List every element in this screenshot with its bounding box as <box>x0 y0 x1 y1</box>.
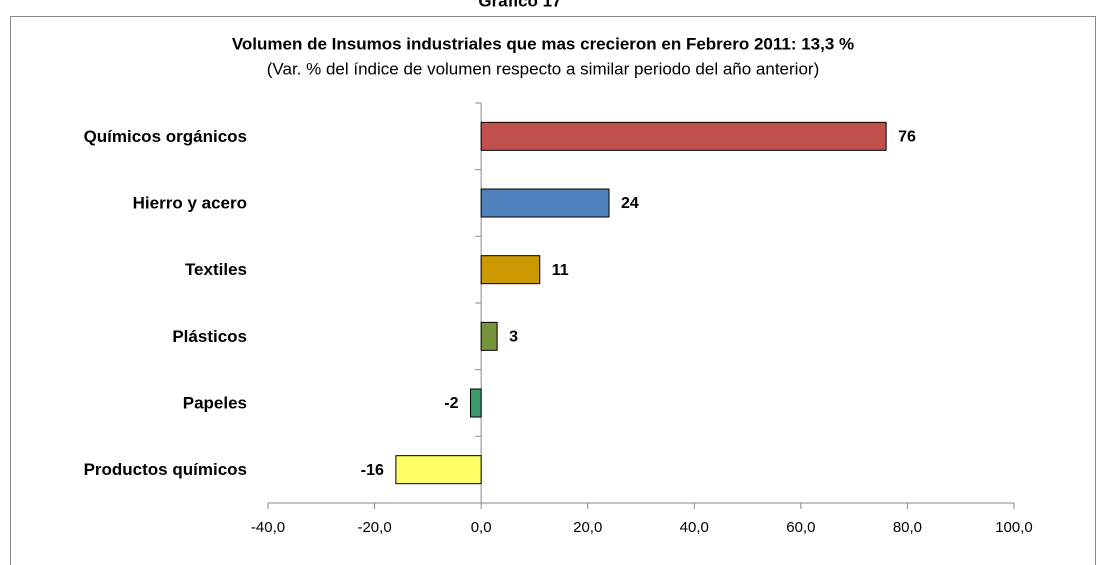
x-tick-label: 100,0 <box>995 519 1033 536</box>
y-tick-label: Químicos orgánicos <box>84 127 247 146</box>
value-label: -16 <box>361 462 384 479</box>
value-label: 76 <box>898 129 916 146</box>
bar <box>469 388 482 418</box>
value-label: 3 <box>509 329 518 346</box>
bar <box>480 255 541 285</box>
value-label: 11 <box>552 262 569 279</box>
y-tick-label: Plásticos <box>172 327 247 346</box>
value-label: -2 <box>444 395 458 412</box>
x-tick-label: -40,0 <box>251 519 285 536</box>
y-tick-label: Textiles <box>185 260 247 279</box>
x-tick-label: 0,0 <box>471 519 492 536</box>
y-tick-label: Productos químicos <box>84 460 247 479</box>
chart-subtitle: (Var. % del índice de volumen respecto a… <box>267 59 819 78</box>
y-tick-label: Hierro y acero <box>133 193 247 212</box>
y-tick-label: Papeles <box>183 393 247 412</box>
bar <box>480 321 498 351</box>
chart-title: Volumen de Insumos industriales que mas … <box>232 34 854 53</box>
x-tick-label: -20,0 <box>357 519 391 536</box>
x-tick-label: 80,0 <box>893 519 922 536</box>
chart-frame <box>10 16 1096 565</box>
x-tick-label: 60,0 <box>786 519 815 536</box>
value-label: 24 <box>621 195 639 212</box>
bar <box>480 188 610 218</box>
chart-header: Gráfico 17 <box>478 0 561 10</box>
bar <box>395 455 482 485</box>
bar <box>480 121 887 151</box>
x-tick-label: 40,0 <box>680 519 709 536</box>
x-tick-label: 20,0 <box>573 519 602 536</box>
